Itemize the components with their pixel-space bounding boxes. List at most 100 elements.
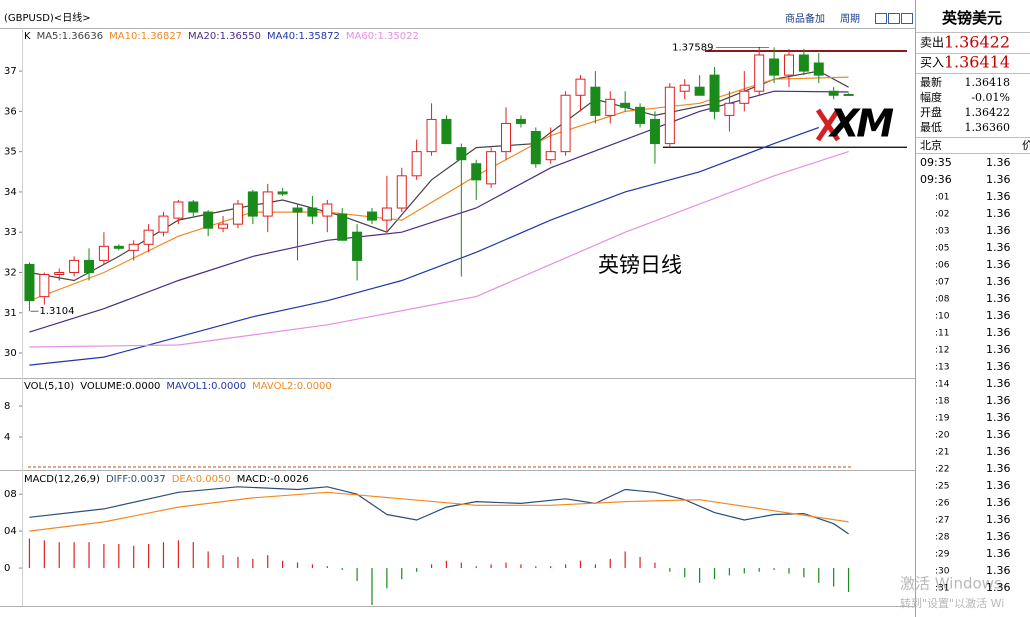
candle-body	[813, 62, 824, 76]
candle-body	[128, 243, 139, 251]
button[interactable]	[901, 13, 913, 24]
tick-price: 1.36	[986, 173, 1011, 186]
y-tick-label: 0	[4, 563, 10, 574]
legend-entry: MACD:-0.0026	[237, 474, 309, 485]
candle-body	[24, 263, 35, 302]
tick-price: 1.36	[986, 241, 1011, 254]
tick-time: :29	[935, 550, 950, 560]
candle-body	[828, 90, 839, 96]
candle-body	[203, 211, 214, 229]
tick-time: :30	[935, 567, 950, 577]
candle-body	[396, 175, 407, 209]
candle-body	[560, 94, 571, 153]
tick-time: :19	[935, 414, 950, 424]
tick-price: 1.36	[986, 326, 1011, 339]
candle-body	[739, 90, 750, 104]
button[interactable]	[875, 13, 887, 24]
tick-price: 1.36	[986, 411, 1011, 424]
quote-label: 卖出	[920, 36, 944, 50]
legend-entry: MAVOL1:0.0000	[166, 381, 246, 392]
candle-body	[590, 86, 601, 116]
legend-entry: MA20:1.36550	[188, 31, 261, 42]
y-tick-label: 33	[4, 227, 17, 238]
tick-price: 1.36	[986, 564, 1011, 577]
quote-label: 幅度	[920, 90, 942, 104]
tick-time: :25	[935, 482, 949, 492]
watermark: 激活 Windows	[900, 575, 1002, 593]
tick-price: 1.36	[986, 309, 1011, 322]
candle-body	[486, 151, 497, 185]
logo-mark	[815, 108, 841, 142]
tick-price: 1.36	[986, 462, 1011, 475]
tick-time: 09:35	[920, 156, 952, 169]
logo-text: XM	[828, 102, 894, 146]
button[interactable]	[888, 13, 900, 24]
candle-body	[337, 213, 348, 241]
candle-body	[98, 245, 109, 261]
overlay-link[interactable]: 商品备加	[785, 12, 825, 25]
legend-entry: MA40:1.35872	[267, 31, 340, 42]
candle-body	[679, 84, 690, 92]
candle-body	[381, 207, 392, 221]
candle-body	[262, 191, 273, 217]
candle-body	[501, 122, 512, 153]
candle-body	[620, 102, 631, 108]
tick-price: 1.36	[986, 190, 1011, 203]
candle-body	[173, 201, 184, 219]
candle-body	[69, 259, 80, 273]
candle-body	[441, 118, 452, 145]
legend-entry: MA5:1.36636	[37, 31, 104, 42]
legend-entry: MACD(12,26,9)	[24, 474, 100, 485]
candle-body	[843, 93, 854, 96]
candle-body	[39, 273, 50, 298]
candle-body	[635, 106, 646, 124]
y-tick-label: 08	[4, 489, 17, 500]
candle-body	[232, 203, 243, 225]
y-tick-label: 4	[4, 432, 10, 443]
legend-entry: VOL(5,10)	[24, 381, 74, 392]
candle-body	[218, 223, 229, 229]
y-tick-label: 36	[4, 106, 17, 117]
y-tick-label: 35	[4, 147, 17, 158]
quote-label: 最低	[920, 121, 942, 134]
tick-price: 1.36	[986, 530, 1011, 543]
tick-price: 1.36	[986, 207, 1011, 220]
quote-value: 1.36414	[944, 53, 1010, 72]
window-buttons[interactable]	[875, 13, 913, 24]
tick-time: :20	[935, 431, 950, 441]
tick-price: 1.36	[986, 224, 1011, 237]
tick-price: 1.36	[986, 428, 1011, 441]
tick-time: :26	[935, 499, 950, 509]
candle-body	[471, 163, 482, 181]
tick-price: 1.36	[986, 292, 1011, 305]
tick-time: :08	[935, 295, 950, 305]
logo: XM	[815, 102, 897, 146]
tick-time: :01	[935, 193, 949, 203]
candle-body	[724, 102, 735, 116]
watermark: 转到"设置"以激活 Wi	[900, 596, 1004, 610]
tick-price: 1.36	[986, 377, 1011, 390]
tick-price: 1.36	[986, 360, 1011, 373]
candle-body	[158, 215, 169, 233]
tick-price: 1.36	[986, 394, 1011, 407]
candle-body	[649, 118, 660, 145]
candle-body	[322, 203, 333, 217]
candle-body	[366, 211, 377, 221]
y-tick-label: 37	[4, 66, 17, 77]
tick-time: :21	[935, 448, 949, 458]
quote-title: 英镑美元	[942, 9, 1002, 27]
tick-time: :05	[935, 244, 949, 254]
legend-entry: DEA:0.0050	[172, 474, 231, 485]
candle-body	[113, 245, 124, 249]
quote-value: -0.01%	[971, 91, 1010, 104]
chart-annotation: 英镑日线	[598, 253, 682, 277]
tick-time: 09:36	[920, 173, 952, 186]
candle-body	[292, 207, 303, 213]
tick-time: :11	[935, 329, 949, 339]
tick-price: 1.36	[986, 581, 1011, 594]
candle-body	[769, 58, 780, 76]
candle-body	[515, 118, 526, 124]
period-link[interactable]: 周期	[840, 13, 860, 25]
